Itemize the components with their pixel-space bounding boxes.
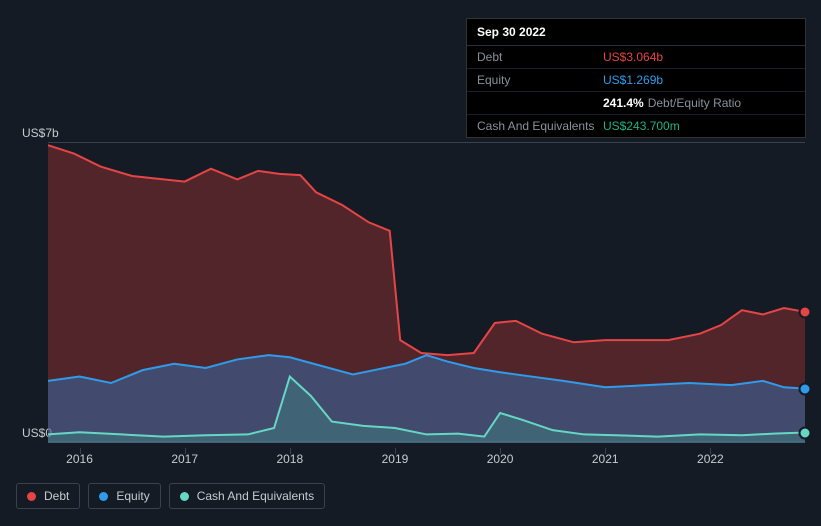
tooltip-row-label: Debt	[477, 50, 603, 64]
legend-dot-icon	[180, 492, 189, 501]
tooltip-ratio-pct: 241.4%	[603, 96, 644, 110]
tooltip-row: DebtUS$3.064b	[467, 46, 805, 69]
x-tick-label: 2022	[697, 452, 724, 466]
tooltip-row: Cash And EquivalentsUS$243.700m	[467, 115, 805, 137]
x-tick-label: 2018	[276, 452, 303, 466]
tooltip-row-value: US$1.269b	[603, 73, 663, 87]
legend-item-equity[interactable]: Equity	[88, 483, 160, 509]
legend-dot-icon	[99, 492, 108, 501]
tooltip-row-label: Cash And Equivalents	[477, 119, 603, 133]
equity-end-marker	[799, 382, 812, 395]
tooltip-row: EquityUS$1.269b	[467, 69, 805, 92]
chart-tooltip: Sep 30 2022 DebtUS$3.064bEquityUS$1.269b…	[466, 18, 806, 138]
legend-item-label: Debt	[44, 489, 69, 503]
cash-end-marker	[799, 426, 812, 439]
x-tick-label: 2020	[487, 452, 514, 466]
legend-item-cash-and-equivalents[interactable]: Cash And Equivalents	[169, 483, 325, 509]
tooltip-row-value: US$243.700m	[603, 119, 680, 133]
legend-item-label: Cash And Equivalents	[197, 489, 314, 503]
tooltip-ratio-label: Debt/Equity Ratio	[648, 96, 741, 110]
x-tick-label: 2017	[171, 452, 198, 466]
plot-area[interactable]	[48, 142, 805, 442]
x-tick-label: 2016	[66, 452, 93, 466]
tooltip-date: Sep 30 2022	[467, 19, 805, 46]
x-tick-label: 2019	[382, 452, 409, 466]
tooltip-row-label	[477, 96, 603, 110]
y-axis-max-label: US$7b	[22, 126, 59, 140]
legend-item-label: Equity	[116, 489, 149, 503]
x-axis: 2016 2017 2018 2019 2020 2021 2022	[48, 448, 805, 468]
tooltip-row-value: US$3.064b	[603, 50, 663, 64]
chart-svg	[48, 143, 805, 443]
legend-item-debt[interactable]: Debt	[16, 483, 80, 509]
debt-end-marker	[799, 305, 812, 318]
chart-legend: Debt Equity Cash And Equivalents	[16, 483, 325, 509]
legend-dot-icon	[27, 492, 36, 501]
x-tick-label: 2021	[592, 452, 619, 466]
tooltip-row: 241.4% Debt/Equity Ratio	[467, 92, 805, 115]
tooltip-row-label: Equity	[477, 73, 603, 87]
